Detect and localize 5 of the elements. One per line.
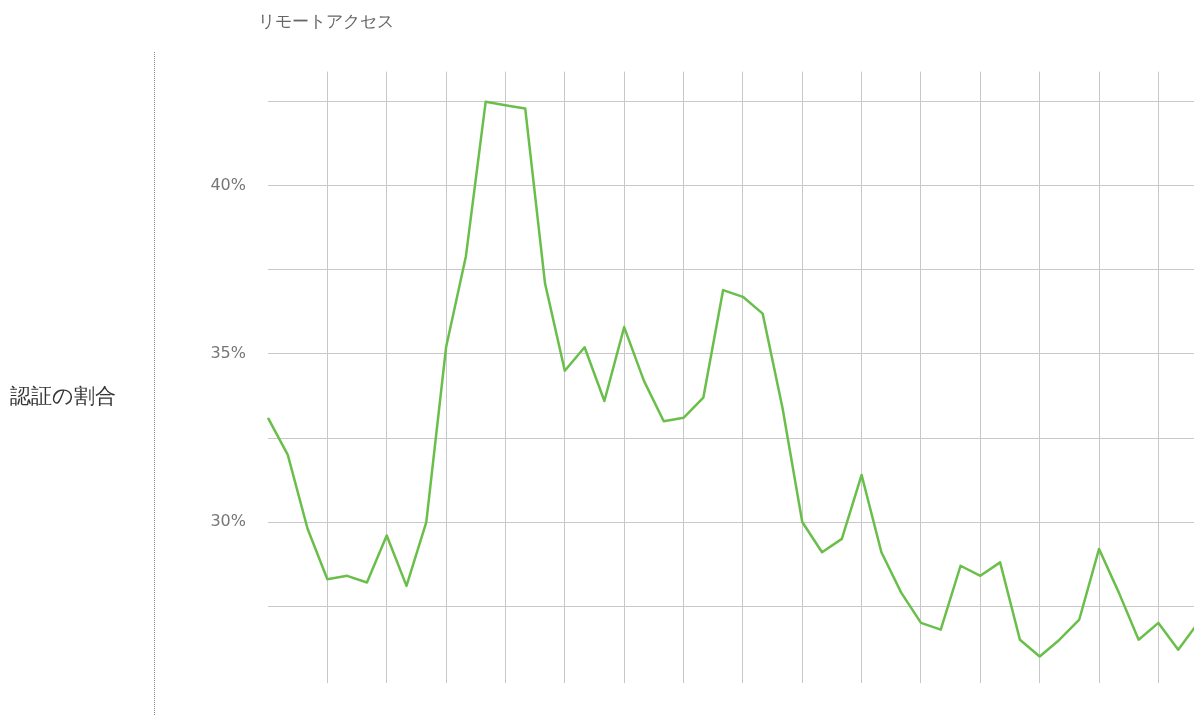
y-tick-label: 35% (210, 343, 246, 363)
y-axis-title: 認証の割合 (10, 383, 116, 410)
y-tick-label: 30% (210, 511, 246, 531)
chart-title: リモートアクセス (258, 10, 394, 33)
y-tick-label: 40% (210, 175, 246, 195)
